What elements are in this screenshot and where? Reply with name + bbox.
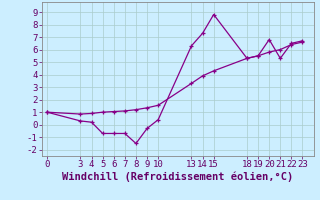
X-axis label: Windchill (Refroidissement éolien,°C): Windchill (Refroidissement éolien,°C) <box>62 172 293 182</box>
